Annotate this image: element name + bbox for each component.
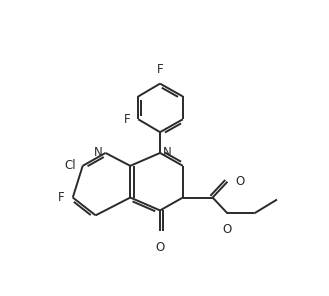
Text: F: F [123,113,130,126]
Text: F: F [157,63,164,76]
Text: N: N [94,147,103,160]
Text: O: O [155,241,164,254]
Text: Cl: Cl [64,159,76,172]
Text: O: O [235,175,245,188]
Text: F: F [58,191,64,204]
Text: N: N [163,147,171,160]
Text: O: O [223,223,232,236]
